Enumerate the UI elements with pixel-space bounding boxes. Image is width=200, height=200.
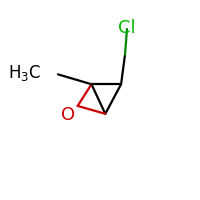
Text: O: O <box>61 106 75 124</box>
Text: Cl: Cl <box>118 19 136 37</box>
Text: H$_3$C: H$_3$C <box>8 63 41 83</box>
